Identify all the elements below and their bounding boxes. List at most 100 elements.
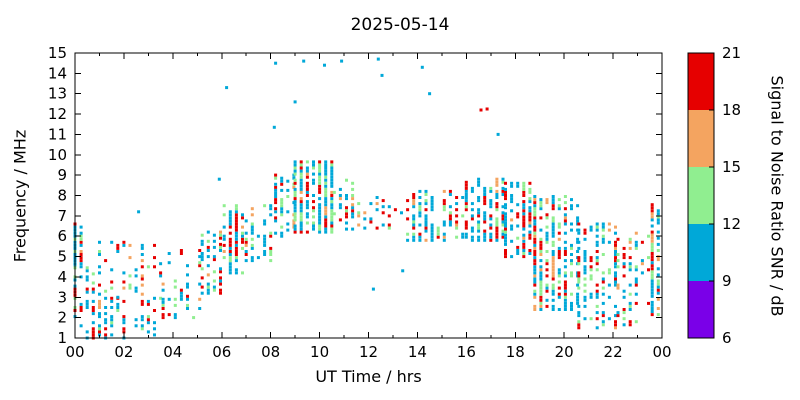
snr-point <box>522 184 526 188</box>
snr-point <box>551 201 555 205</box>
snr-point <box>656 258 660 262</box>
snr-point <box>280 198 284 202</box>
snr-point <box>330 227 334 231</box>
snr-point <box>528 206 532 210</box>
snr-point <box>545 286 549 290</box>
snr-point <box>601 320 605 324</box>
snr-point <box>616 237 620 241</box>
y-tick-label: 8 <box>57 187 67 205</box>
snr-point <box>533 243 537 247</box>
snr-point <box>510 239 514 243</box>
snr-point <box>345 194 348 197</box>
snr-point <box>650 288 654 292</box>
snr-point <box>504 194 507 197</box>
snr-point <box>495 220 499 224</box>
snr-point <box>650 242 654 246</box>
snr-point <box>551 253 555 256</box>
snr-point <box>563 301 567 305</box>
snr-point <box>179 297 183 301</box>
snr-point <box>330 215 334 219</box>
snr-point <box>533 201 537 205</box>
snr-point <box>528 218 532 222</box>
snr-point <box>228 210 232 214</box>
snr-point <box>557 292 561 296</box>
snr-point <box>601 301 605 305</box>
snr-point <box>533 222 537 226</box>
snr-point <box>483 232 487 236</box>
snr-point <box>533 210 537 214</box>
snr-point <box>551 204 555 208</box>
snr-point <box>286 179 290 183</box>
snr-point <box>516 252 520 255</box>
snr-point <box>501 189 505 193</box>
snr-point <box>104 259 108 263</box>
snr-point <box>650 273 654 277</box>
snr-point <box>595 228 599 232</box>
snr-point <box>140 315 144 319</box>
x-tick-label: 00 <box>65 343 84 361</box>
snr-point <box>241 246 244 250</box>
snr-point <box>576 219 580 223</box>
snr-point <box>442 208 446 212</box>
snr-point <box>212 245 216 249</box>
snr-point <box>318 178 322 182</box>
snr-point <box>576 204 580 208</box>
snr-point <box>583 295 587 299</box>
snr-point <box>495 189 499 193</box>
snr-point <box>387 226 391 230</box>
y-tick-label: 9 <box>57 166 67 184</box>
snr-point <box>280 201 284 205</box>
snr-point <box>601 314 605 318</box>
snr-point <box>234 204 238 208</box>
snr-point <box>179 252 183 255</box>
snr-point <box>533 225 537 229</box>
snr-point <box>583 228 587 232</box>
snr-point <box>442 223 446 227</box>
snr-point <box>98 271 101 275</box>
y-tick-label: 6 <box>57 227 67 245</box>
snr-point <box>577 286 581 290</box>
snr-point <box>222 256 226 260</box>
snr-point <box>412 202 416 206</box>
snr-point <box>263 222 267 226</box>
snr-point <box>318 209 322 213</box>
snr-point <box>557 207 561 211</box>
snr-point <box>634 292 638 296</box>
snr-point <box>551 259 555 263</box>
snr-point <box>577 256 581 260</box>
snr-point <box>563 274 567 278</box>
snr-point <box>616 311 620 315</box>
snr-point <box>269 234 273 238</box>
snr-point <box>225 86 229 90</box>
snr-point <box>589 317 593 321</box>
snr-point <box>455 208 459 212</box>
snr-point <box>330 175 334 179</box>
snr-point <box>351 206 355 210</box>
snr-point <box>539 250 543 253</box>
snr-point <box>495 232 499 236</box>
snr-point <box>545 225 549 229</box>
snr-point <box>650 276 654 280</box>
colorbar-frame <box>687 52 715 339</box>
snr-point <box>516 224 520 228</box>
snr-point <box>330 169 334 173</box>
snr-point <box>324 187 328 191</box>
snr-point <box>167 261 171 265</box>
snr-point <box>539 292 543 296</box>
snr-point <box>299 169 303 173</box>
snr-point <box>406 199 410 203</box>
snr-point <box>583 277 587 281</box>
snr-point <box>292 176 296 180</box>
snr-point <box>563 201 567 205</box>
snr-point <box>318 163 322 167</box>
snr-point <box>305 206 309 210</box>
snr-point <box>324 230 328 234</box>
snr-point <box>167 297 171 301</box>
snr-point <box>418 189 422 193</box>
snr-point <box>293 181 297 185</box>
snr-point <box>363 211 367 215</box>
snr-point <box>98 330 101 334</box>
snr-point <box>614 259 617 263</box>
snr-point <box>228 243 232 247</box>
snr-point <box>357 211 361 215</box>
